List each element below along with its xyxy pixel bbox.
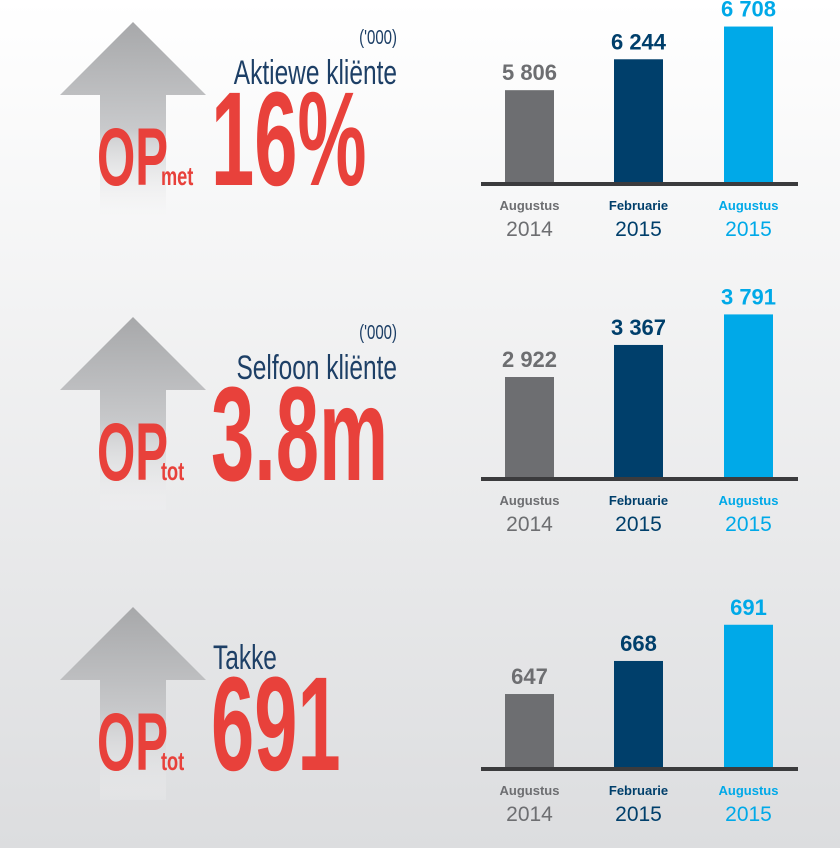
prefix: OP [97,697,168,788]
value-label: 6 708 [721,0,776,22]
unit-label: ('000) [359,321,397,344]
bar [614,344,663,478]
category-year: 2014 [506,803,553,826]
headline: 691 [211,650,341,799]
bar [505,377,554,478]
category-month: Augustus [719,493,779,508]
baseline [481,182,798,186]
value-label: 668 [620,631,657,656]
value-label: 5 806 [502,60,557,85]
bar [724,624,773,768]
bar [614,660,663,768]
value-label: 3 367 [611,315,666,340]
prefix: OP [97,112,168,203]
category-month: Februarie [609,493,668,508]
category-year: 2015 [615,513,662,536]
category-year: 2015 [725,803,772,826]
category-year: 2014 [506,218,553,241]
metric-label: Aktiewe kliënte [234,54,397,92]
metric-label: Selfoon kliënte [236,349,397,387]
category-month: Augustus [500,198,560,213]
category-year: 2015 [725,513,772,536]
unit-label: ('000) [359,26,397,49]
arrow [60,607,206,800]
arrow [60,317,206,510]
category-year: 2015 [615,803,662,826]
connector: tot [161,457,185,486]
bar [724,26,773,184]
connector: met [161,162,194,191]
category-year: 2015 [615,218,662,241]
category-month: Augustus [500,783,560,798]
baseline [481,477,798,481]
bar [724,314,773,478]
category-month: Februarie [609,783,668,798]
value-label: 6 244 [611,29,667,54]
category-month: Februarie [609,198,668,213]
headline: 16% [211,65,367,214]
value-label: 647 [511,664,548,689]
bar [614,59,663,183]
value-label: 691 [730,595,767,620]
category-month: Augustus [719,198,779,213]
category-year: 2015 [725,218,772,241]
arrow [60,22,206,215]
value-label: 2 922 [502,347,557,372]
baseline [481,767,798,771]
bar [505,694,554,768]
metric-label: Takke [213,639,277,677]
category-month: Augustus [719,783,779,798]
connector: tot [161,747,185,776]
category-month: Augustus [500,493,560,508]
category-year: 2014 [506,513,553,536]
headline: 3.8m [211,360,388,509]
bar [505,90,554,183]
value-label: 3 791 [721,284,776,309]
prefix: OP [97,407,168,498]
